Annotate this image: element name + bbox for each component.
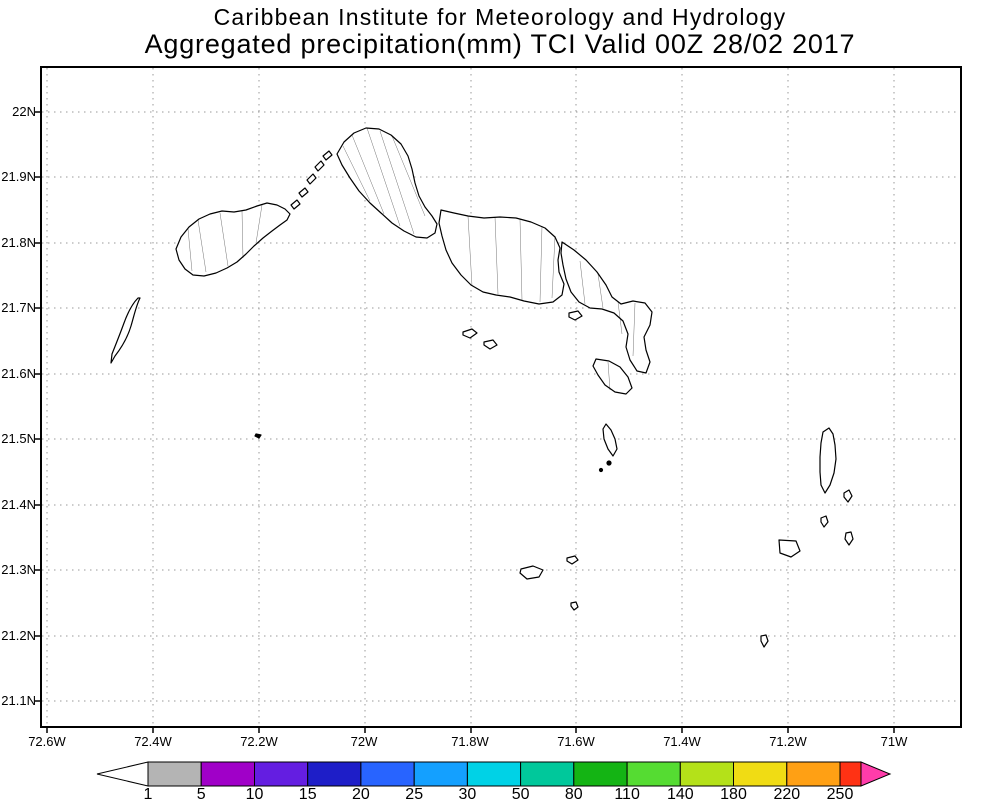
colorbar-label: 180: [720, 786, 747, 800]
island-outline: [298, 187, 309, 198]
colorbar-segment: [573, 761, 628, 787]
island-outline: [844, 531, 854, 546]
colorbar-overflow-segment: [839, 761, 862, 787]
island-outline: [568, 310, 583, 321]
lat-tick-label: 21.9N: [1, 169, 36, 184]
island-outline: [438, 209, 565, 305]
lat-tick-label: 22N: [12, 104, 36, 119]
figure-title: Caribbean Institute for Meteorology and …: [213, 4, 787, 30]
lat-tick-label: 21.3N: [1, 562, 36, 577]
lon-tick-label: 71.8W: [451, 734, 489, 749]
island-outline: [336, 127, 438, 239]
figure-subtitle: Aggregated precipitation(mm) TCI Valid 0…: [144, 29, 856, 59]
lat-tick-label: 21.2N: [1, 628, 36, 643]
island-outline: [760, 634, 769, 648]
island-outline: [819, 427, 837, 494]
colorbar-segment: [147, 761, 202, 787]
lon-tick-label: 72.6W: [28, 734, 66, 749]
lat-tick-label: 21.8N: [1, 235, 36, 250]
lat-tick-label: 21.4N: [1, 497, 36, 512]
island-outline: [602, 423, 618, 457]
island-outline: [570, 601, 579, 611]
colorbar-segment: [413, 761, 468, 787]
colorbar-label: 220: [773, 786, 800, 800]
colorbar-label: 10: [246, 786, 264, 800]
colorbar-segment: [679, 761, 734, 787]
island-outline: [110, 297, 141, 364]
lat-tick-label: 21.6N: [1, 366, 36, 381]
lat-tick-label: 21.7N: [1, 300, 36, 315]
lon-tick-label: 71.6W: [557, 734, 595, 749]
colorbar-label: 140: [667, 786, 694, 800]
colorbar-label: 25: [405, 786, 423, 800]
island-outline: [778, 539, 801, 558]
map-border: [40, 66, 962, 728]
precipitation-colorbar: 1 5 10 15 20 25 30 50 80 110 140 180 220…: [96, 761, 892, 800]
lat-tick-label: 21.5N: [1, 431, 36, 446]
lon-tick-label: 71.4W: [663, 734, 701, 749]
lon-tick-label: 71.2W: [769, 734, 807, 749]
colorbar-label: 15: [299, 786, 317, 800]
island-outline: [175, 202, 291, 277]
island-outline: [483, 339, 498, 350]
island-outline: [606, 460, 612, 466]
colorbar-label: 5: [197, 786, 206, 800]
island-outline: [519, 565, 544, 580]
colorbar-underflow-arrow: [96, 761, 149, 787]
island-outline: [254, 433, 262, 439]
graticule: [42, 68, 960, 726]
colorbar-segment: [254, 761, 309, 787]
island-outline: [290, 199, 301, 210]
colorbar-segment: [733, 761, 788, 787]
island-outline: [598, 467, 604, 473]
island-outline: [560, 241, 653, 374]
colorbar-label: 110: [614, 786, 640, 800]
colorbar-label: 30: [459, 786, 477, 800]
island-outline: [843, 489, 853, 503]
colorbar-label: 250: [827, 786, 854, 800]
island-outline: [462, 328, 478, 339]
island-outline: [322, 150, 333, 161]
lon-tick-label: 72W: [350, 734, 378, 749]
map-canvas: [35, 66, 962, 733]
islands: [110, 127, 854, 648]
colorbar-segment: [466, 761, 522, 787]
island-outline: [566, 555, 579, 565]
lon-tick-label: 72.4W: [134, 734, 172, 749]
island-outline: [314, 160, 325, 172]
lon-tick-label: 72.2W: [240, 734, 278, 749]
colorbar-segment: [307, 761, 362, 787]
colorbar-label: 1: [144, 786, 153, 800]
island-outline: [306, 173, 317, 185]
axis-ticks: [35, 111, 895, 733]
lon-tick-label: 71W: [880, 734, 908, 749]
island-outline: [820, 515, 829, 528]
colorbar-segment: [626, 761, 681, 787]
colorbar-label: 20: [352, 786, 370, 800]
lat-tick-label: 21.1N: [1, 693, 36, 708]
colorbar-segment: [360, 761, 415, 787]
colorbar-label: 50: [512, 786, 530, 800]
island-outline: [592, 358, 633, 395]
colorbar-overflow-arrow: [860, 761, 892, 787]
colorbar-label: 80: [565, 786, 583, 800]
colorbar-labels: 1 5 10 15 20 25 30 50 80 110 140 180 220…: [144, 786, 854, 800]
map-area: [35, 66, 962, 733]
colorbar-segment: [200, 761, 255, 787]
colorbar-segment: [786, 761, 841, 787]
district-boundaries: [187, 127, 636, 391]
colorbar-segment: [520, 761, 575, 787]
